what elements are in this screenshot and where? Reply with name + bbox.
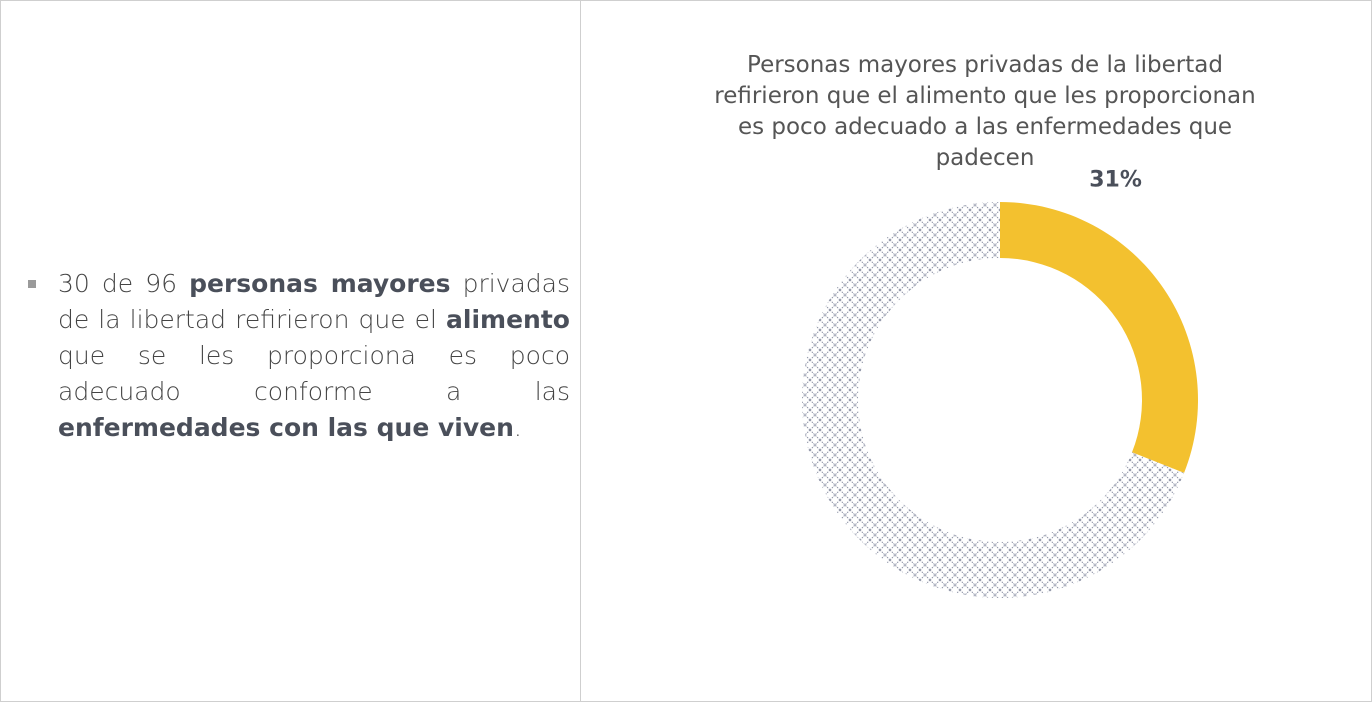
bold-text: personas mayores xyxy=(189,269,451,298)
text: 30 de 96 xyxy=(58,269,190,298)
text: que se les proporciona es poco adecuado … xyxy=(58,341,570,406)
bold-text: enfermedades con las que viven xyxy=(58,413,514,442)
donut-segment xyxy=(801,202,1185,598)
chart-title: Personas mayores privadas de la libertad… xyxy=(714,52,1256,171)
text: . xyxy=(513,413,522,442)
bold-text: alimento xyxy=(446,305,570,334)
bullet xyxy=(28,280,36,288)
value-label: 31% xyxy=(1089,167,1142,192)
paragraph: 30 de 96 personas mayores privadas de la… xyxy=(58,266,570,446)
donut-segment xyxy=(1000,202,1198,473)
cell-divider xyxy=(580,0,581,702)
text: privadas de la libertad refirieron que e… xyxy=(58,269,570,334)
